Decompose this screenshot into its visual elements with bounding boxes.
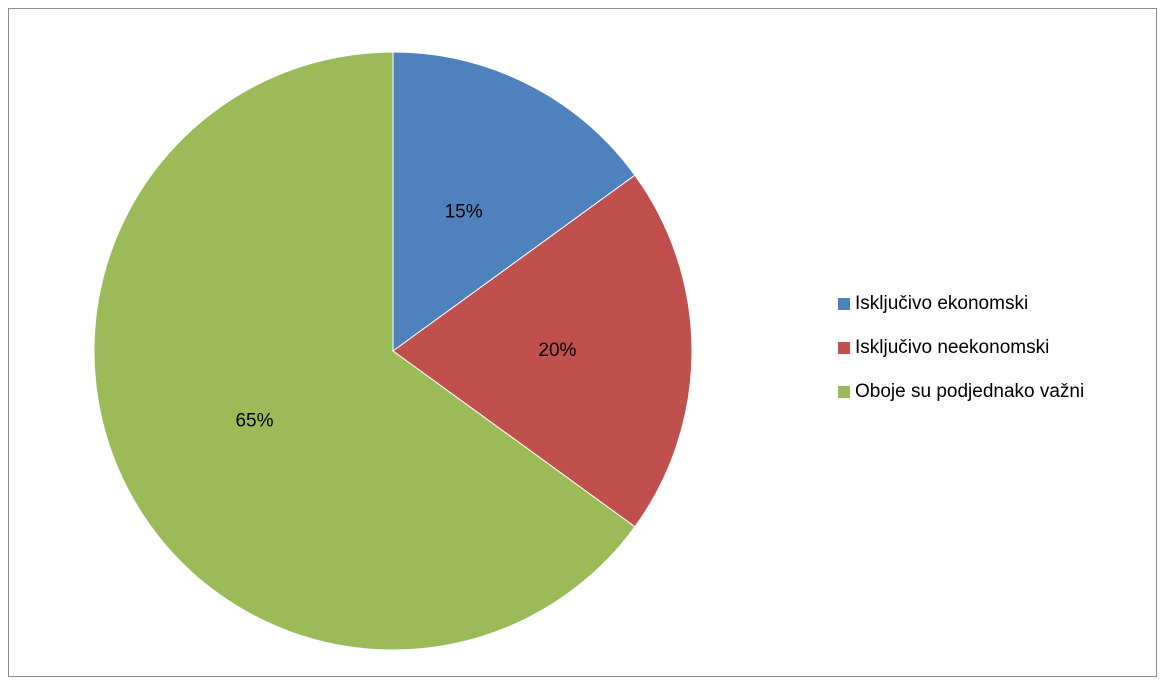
legend-item: Isključivo neekonomski — [838, 335, 1084, 361]
legend-label: Isključivo neekonomski — [855, 337, 1050, 358]
legend-item: Isključivo ekonomski — [838, 291, 1084, 317]
chart-area: 15% 20% 65% Isključivo ekonomski Isključiv… — [8, 8, 1157, 677]
legend-label: Isključivo ekonomski — [855, 293, 1029, 314]
pie-slice — [392, 51, 636, 352]
pie-slice — [93, 51, 636, 651]
pie-slice — [392, 174, 693, 528]
data-label: 20% — [538, 340, 576, 361]
legend-swatch — [838, 298, 850, 310]
legend-item: Oboje su podjednako važni — [838, 379, 1084, 405]
data-label: 15% — [445, 201, 483, 222]
data-label: 65% — [235, 411, 273, 432]
legend-swatch — [838, 342, 850, 354]
legend-swatch — [838, 386, 850, 398]
pie-chart: 15% 20% 65% — [93, 51, 693, 651]
legend-label: Oboje su podjednako važni — [855, 381, 1085, 402]
legend: Isključivo ekonomski Isključivo neekonom… — [838, 291, 1084, 423]
